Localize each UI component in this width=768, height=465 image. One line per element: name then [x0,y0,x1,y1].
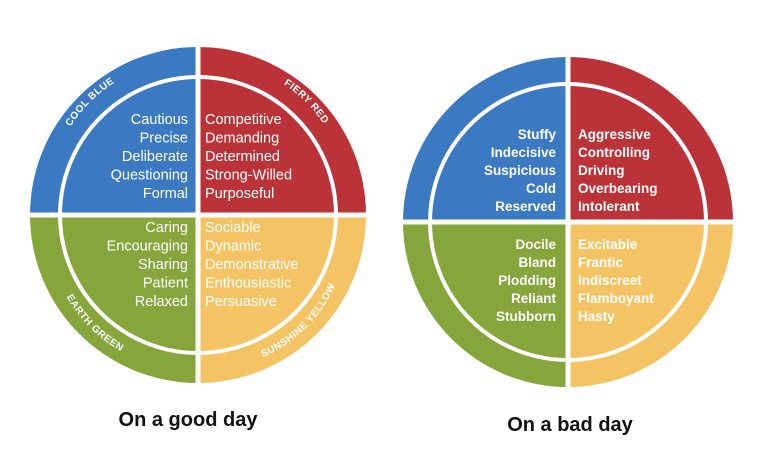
good-red-trait-item: Purposeful [205,186,274,202]
bad-green-trait-item: Stubborn [496,309,556,324]
good-blue-trait-item: Deliberate [122,149,188,165]
good-blue-quadrant [30,47,198,215]
good-yellow-trait-item: Dynamic [205,239,261,255]
good-blue-trait-item: Formal [143,186,188,202]
good-red-trait-item: Strong-Willed [205,168,292,184]
bad-blue-trait-item: Cold [526,181,556,196]
good-yellow-trait-list: Sociable Dynamic Demonstrative Enthousiasti… [205,220,298,310]
bad-day-wheel: Stuffy Indecisive Suspicious Cold Reserved A… [401,55,735,389]
bad-red-trait-item: Driving [578,163,625,178]
bad-blue-trait-item: Reserved [495,199,556,214]
good-green-trait-item: Patient [143,276,188,292]
bad-red-quadrant [568,57,733,222]
bad-green-trait-item: Bland [518,255,556,270]
bad-yellow-trait-item: Frantic [578,255,624,270]
bad-day-caption: On a bad day [507,414,633,436]
bad-blue-trait-list: Stuffy Indecisive Suspicious Cold Reserved [484,127,557,214]
good-yellow-trait-item: Enthousiastic [205,276,291,292]
bad-yellow-quadrant [568,222,733,387]
bad-blue-quadrant [403,57,568,222]
good-blue-trait-item: Cautious [131,112,188,128]
bad-green-trait-item: Reliant [511,291,557,306]
bad-red-trait-list: Aggressive Controlling Driving Overbearing I… [578,127,658,214]
good-red-quadrant [198,47,366,215]
bad-red-trait-item: Aggressive [578,127,651,142]
good-green-trait-item: Encouraging [107,239,188,255]
good-blue-trait-list: Cautious Precise Deliberate Questioning Form… [111,112,188,202]
good-red-trait-item: Demanding [205,131,279,147]
good-day-wheel: COOL BLUE FIERY RED EARTH GREEN SUNSHINE… [28,45,368,385]
good-yellow-trait-item: Demonstrative [205,257,298,273]
bad-red-trait-item: Controlling [578,145,650,160]
good-yellow-quadrant [198,215,366,383]
bad-green-quadrant [403,222,568,387]
good-green-trait-item: Relaxed [135,294,188,310]
bad-yellow-trait-item: Indiscreet [578,273,642,288]
good-red-trait-item: Competitive [205,112,282,128]
bad-yellow-trait-item: Excitable [578,237,638,252]
good-green-trait-item: Caring [145,220,188,236]
good-day-caption: On a good day [119,409,259,431]
bad-yellow-trait-list: Excitable Frantic Indiscreet Flamboyant Hast… [578,237,654,324]
bad-green-trait-list: Docile Bland Plodding Reliant Stubborn [496,237,556,324]
good-blue-trait-item: Questioning [111,168,188,184]
good-blue-trait-item: Precise [140,131,188,147]
bad-red-trait-item: Overbearing [578,181,658,196]
good-red-trait-list: Competitive Demanding Determined Strong-Wil… [205,112,292,202]
good-green-trait-list: Caring Encouraging Sharing Patient Relaxed [107,220,188,310]
good-green-quadrant [30,215,198,383]
bad-green-trait-item: Plodding [498,273,556,288]
bad-blue-trait-item: Stuffy [518,127,557,142]
good-yellow-trait-item: Sociable [205,220,261,236]
bad-yellow-trait-item: Hasty [578,309,615,324]
good-green-trait-item: Sharing [138,257,188,273]
bad-red-trait-item: Intolerant [578,199,640,214]
bad-blue-trait-item: Indecisive [491,145,557,160]
good-yellow-trait-item: Persuasive [205,294,277,310]
bad-yellow-trait-item: Flamboyant [578,291,654,306]
good-red-trait-item: Determined [205,149,280,165]
bad-blue-trait-item: Suspicious [484,163,556,178]
bad-green-trait-item: Docile [515,237,556,252]
